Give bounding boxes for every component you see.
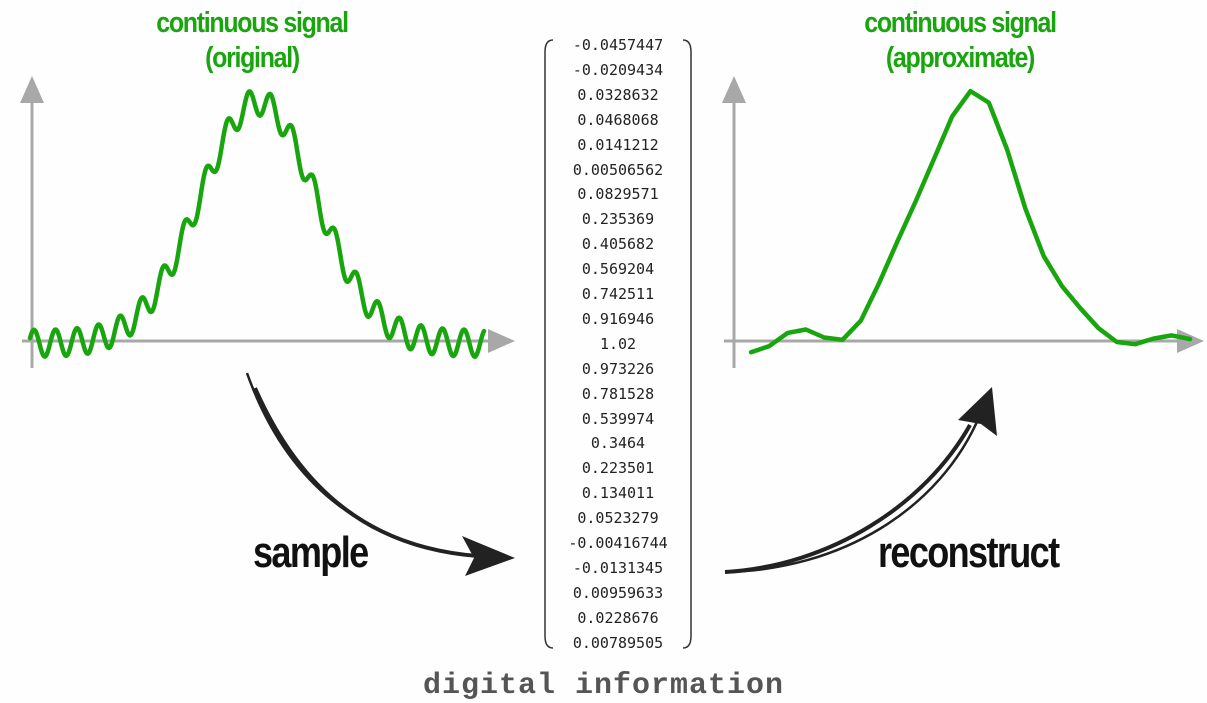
sample-value: 0.0328632 [577,85,659,104]
sample-value: -0.0131345 [572,558,664,577]
sample-value: 0.973226 [581,359,655,378]
sample-value: -0.0457447 [572,36,664,54]
sample-value: 0.3464 [590,434,646,453]
sample-values-list: -0.0457447 -0.0209434 0.0328632 0.0468068 0.… [540,36,696,652]
right-title-line2: (approximate) [885,42,1035,74]
sample-value: 0.00506562 [572,160,664,179]
approximate-signal-curve [748,88,1193,355]
sample-label: sample [253,528,369,577]
left-title-line2: (original) [205,42,300,74]
right-title-line1: continuous signal [864,7,1057,39]
sample-value: 0.0468068 [577,110,659,129]
footer-label: digital information [422,669,785,703]
sample-value: 0.134011 [581,484,655,503]
right-axes [722,76,1204,368]
sample-value: 0.0141212 [577,135,659,154]
right-panel-title: continuous signal (approximate) [822,6,1097,76]
sample-arrow [245,372,515,576]
reconstruct-label: reconstruct [878,528,1060,577]
left-panel-title: continuous signal (original) [114,6,389,76]
left-axes [20,76,515,368]
sample-value: 0.742511 [581,285,655,303]
sample-value: 0.00789505 [572,633,664,652]
sample-value: 0.916946 [581,309,655,328]
sample-value: 0.0523279 [577,509,659,528]
sample-value: 0.539974 [581,409,655,428]
vector-bracket [544,39,692,649]
reconstruct-arrow [724,387,997,574]
sample-value: 1.02 [599,334,637,353]
original-signal-curve [27,89,487,359]
sample-value: 0.223501 [581,459,655,478]
sample-value: 0.0228676 [577,608,659,627]
left-title-line1: continuous signal [156,7,349,39]
sample-value: 0.235369 [581,210,655,229]
sample-value: 0.00959633 [572,583,664,602]
sample-value: -0.0209434 [572,60,664,79]
sample-value: 0.405682 [581,235,655,254]
sample-value: 0.569204 [581,260,655,279]
sample-value: -0.00416744 [568,534,668,552]
sample-value: 0.781528 [581,384,655,403]
sample-value: 0.0829571 [577,185,659,204]
